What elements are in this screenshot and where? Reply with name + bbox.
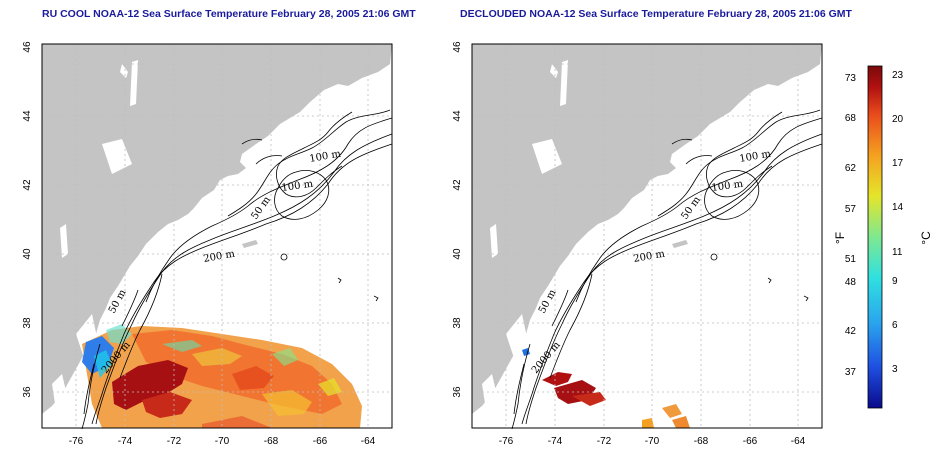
y-tick-label: 46 (452, 41, 463, 53)
y-tick-label: 40 (22, 248, 33, 260)
fahrenheit-tick: 48 (845, 277, 857, 288)
left-map-panel: 100 m 100 m 50 m 200 m 50 m 2000 m -76 -… (22, 41, 393, 447)
right-sst-overlay (522, 348, 690, 428)
right-x-axis: -76 -74 -72 -70 -68 -66 -64 (499, 436, 806, 447)
left-panel-title: RU COOL NOAA-12 Sea Surface Temperature … (42, 8, 416, 20)
right-y-axis: 36 38 40 42 44 46 (452, 41, 463, 398)
y-tick-label: 36 (22, 386, 33, 398)
left-grid (42, 44, 392, 428)
y-tick-label: 46 (22, 41, 33, 53)
celsius-tick: 23 (892, 70, 904, 81)
celsius-tick: 17 (892, 158, 904, 169)
fahrenheit-tick: 37 (845, 367, 857, 378)
contour-label: 100 m (281, 179, 314, 194)
x-tick-label: -76 (499, 436, 514, 447)
fahrenheit-tick: 73 (845, 73, 857, 84)
x-tick-label: -72 (167, 436, 182, 447)
x-tick-label: -70 (645, 436, 660, 447)
celsius-axis-label: °C (919, 231, 933, 245)
temperature-colorbar: 73 68 62 57 51 48 42 37 23 20 17 14 11 9… (833, 65, 933, 409)
y-tick-label: 38 (452, 317, 463, 329)
y-tick-label: 42 (22, 179, 33, 191)
y-tick-label: 42 (452, 179, 463, 191)
x-tick-label: -68 (694, 436, 709, 447)
x-tick-label: -76 (69, 436, 84, 447)
y-tick-label: 38 (22, 317, 33, 329)
x-tick-label: -68 (264, 436, 279, 447)
x-tick-label: -64 (361, 436, 376, 447)
y-tick-label: 40 (452, 248, 463, 260)
y-tick-label: 44 (22, 110, 33, 122)
fahrenheit-tick: 62 (845, 163, 857, 174)
contour-label: 100 m (711, 179, 744, 194)
left-x-axis: -76 -74 -72 -70 -68 -66 -64 (69, 436, 376, 447)
right-panel-title: DECLOUDED NOAA-12 Sea Surface Temperatur… (460, 8, 852, 20)
fahrenheit-axis-label: °F (833, 232, 847, 244)
x-tick-label: -66 (743, 436, 758, 447)
x-tick-label: -66 (313, 436, 328, 447)
celsius-tick: 20 (892, 114, 904, 125)
fahrenheit-tick: 68 (845, 113, 857, 124)
y-tick-label: 44 (452, 110, 463, 122)
left-y-axis: 36 38 40 42 44 46 (22, 41, 33, 398)
celsius-tick: 9 (892, 276, 898, 287)
celsius-tick: 14 (892, 202, 904, 213)
celsius-tick: 11 (892, 247, 903, 258)
celsius-tick: 3 (892, 364, 898, 375)
x-tick-label: -74 (118, 436, 133, 447)
fahrenheit-tick: 42 (845, 326, 857, 337)
x-tick-label: -72 (597, 436, 612, 447)
x-tick-label: -74 (548, 436, 563, 447)
fahrenheit-tick: 51 (845, 254, 857, 265)
fahrenheit-scale: 73 68 62 57 51 48 42 37 (845, 73, 857, 378)
x-tick-label: -70 (215, 436, 230, 447)
fahrenheit-tick: 57 (845, 204, 857, 215)
colorbar-gradient (867, 65, 883, 409)
celsius-scale: 23 20 17 14 11 9 6 3 (892, 70, 904, 375)
right-grid (472, 44, 822, 428)
right-map-panel: 100 m 100 m 50 m 200 m 50 m 2000 m -76 -… (452, 41, 823, 447)
x-tick-label: -64 (791, 436, 806, 447)
y-tick-label: 36 (452, 386, 463, 398)
celsius-tick: 6 (892, 320, 898, 331)
